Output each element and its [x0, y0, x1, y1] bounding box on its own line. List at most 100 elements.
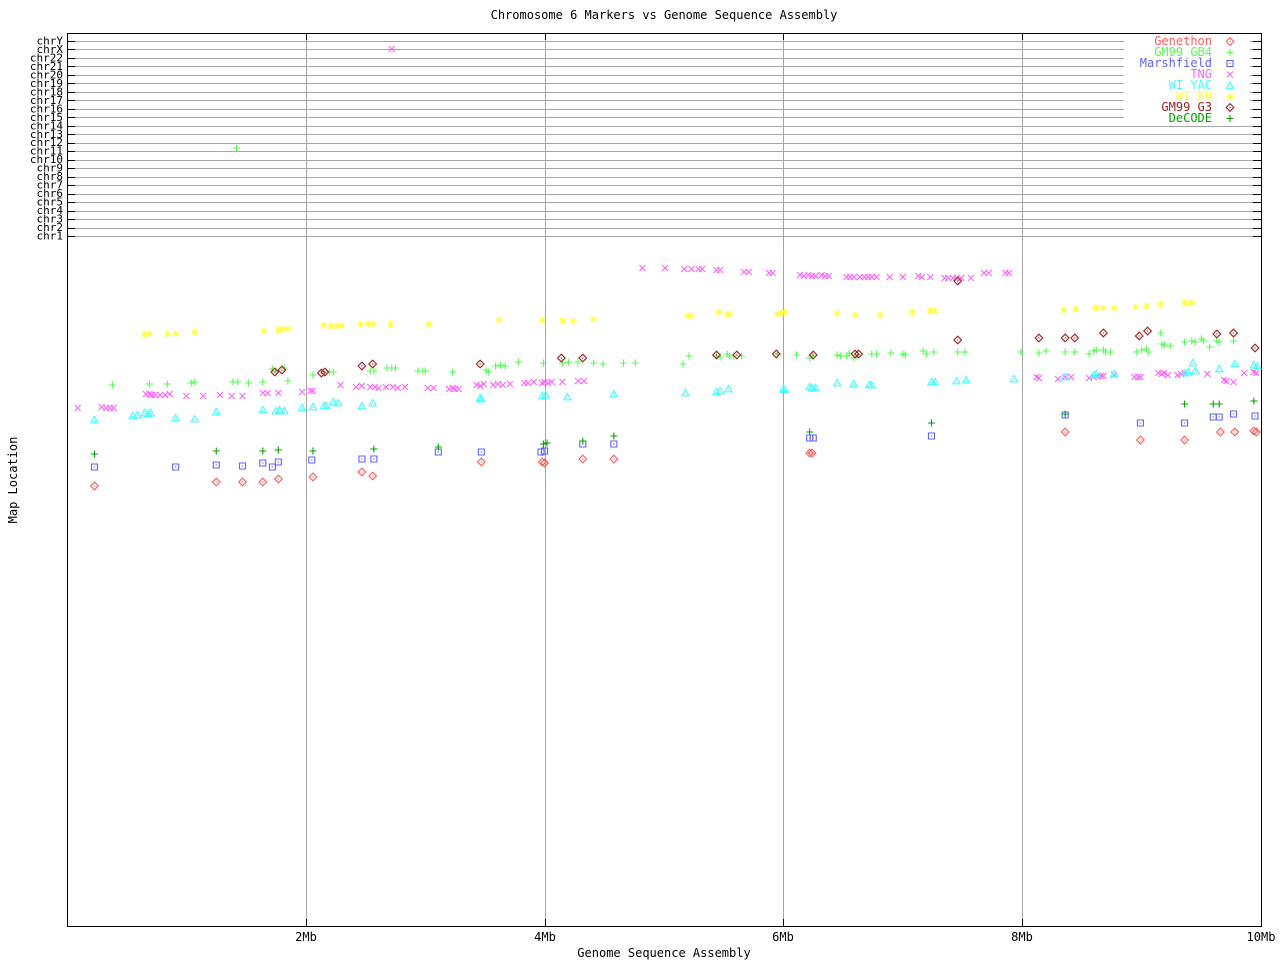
marker-point	[850, 354, 858, 362]
x-axis-title: Genome Sequence Assembly	[577, 946, 751, 960]
marker-point	[1098, 328, 1108, 338]
marker-point	[541, 447, 549, 455]
marker-point	[274, 458, 282, 466]
legend-symbol-genethon-icon	[1212, 36, 1248, 47]
chrom-label-chr16: chr16	[30, 102, 63, 115]
marker-point	[530, 378, 538, 386]
marker-point	[610, 440, 618, 448]
marker-point	[108, 381, 116, 389]
marker-point	[132, 410, 142, 419]
x-tick-label-10mb: 10Mb	[1247, 930, 1276, 944]
series-marshfield	[90, 410, 1259, 471]
chrom-label-chr19: chr19	[30, 77, 63, 90]
marker-point	[1061, 410, 1069, 418]
marker-point	[1215, 413, 1223, 421]
marker-point	[1138, 346, 1146, 354]
marker-point	[873, 273, 880, 281]
chrom-label-chr6: chr6	[37, 187, 64, 200]
marker-point	[1252, 361, 1262, 370]
series-wi-rh	[141, 299, 1196, 338]
marker-point	[926, 273, 934, 281]
marker-point	[1160, 369, 1168, 377]
marker-point	[619, 359, 627, 367]
legend-label: WI RH	[1175, 89, 1212, 103]
marker-point	[234, 378, 242, 386]
marker-point	[308, 472, 318, 482]
marker-point	[499, 381, 507, 389]
marker-point	[806, 428, 814, 436]
marker-point	[887, 349, 895, 357]
marker-point	[237, 477, 248, 487]
marker-point	[357, 361, 367, 371]
marker-point	[1230, 378, 1237, 386]
marker-point	[723, 384, 734, 393]
marker-point	[89, 481, 100, 491]
chrom-label-chr3: chr3	[37, 213, 64, 226]
marker-point	[172, 463, 180, 471]
marker-point	[274, 389, 282, 397]
marker-point	[110, 404, 117, 412]
series-gm99-gb4	[108, 144, 1238, 389]
marker-point	[539, 440, 547, 448]
marker-point	[258, 477, 268, 487]
marker-point	[239, 392, 246, 400]
marker-point	[357, 467, 367, 477]
marker-point	[886, 273, 894, 281]
marker-point	[1092, 346, 1100, 354]
marker-point	[771, 349, 781, 359]
legend-label: WI YAC	[1168, 78, 1212, 92]
plot-border	[67, 33, 1262, 927]
chrom-label-chry: chrY	[37, 35, 64, 48]
marker-point	[1085, 350, 1093, 358]
legend-symbol-wi-rh-icon	[1212, 91, 1248, 102]
marker-point	[850, 273, 858, 281]
marker-point	[274, 446, 282, 454]
marker-point	[1215, 427, 1225, 437]
marker-point	[191, 328, 199, 336]
marker-point	[769, 269, 777, 277]
marker-point	[793, 351, 801, 359]
legend-label: Marshfield	[1139, 56, 1212, 70]
marker-point	[851, 311, 859, 319]
marker-point	[1203, 370, 1211, 378]
chrom-label-chr7: chr7	[37, 179, 64, 192]
marker-point	[259, 459, 267, 467]
legend-item-genethon: Genethon	[1126, 35, 1248, 47]
marker-point	[298, 388, 306, 396]
legend-item-wi-rh: WI RH	[1126, 89, 1248, 103]
marker-point	[985, 269, 993, 277]
marker-point	[1093, 304, 1101, 312]
marker-point	[923, 350, 931, 358]
marker-point	[187, 379, 195, 387]
marker-point	[270, 367, 280, 377]
marker-point	[391, 364, 399, 372]
series-genethon	[89, 426, 1261, 491]
marker-point	[729, 352, 737, 360]
marker-point	[951, 376, 962, 385]
marker-point	[610, 432, 618, 440]
marker-point	[492, 362, 500, 370]
marker-point	[926, 307, 934, 315]
marker-point	[1157, 329, 1165, 337]
marker-point	[382, 383, 390, 391]
marker-point	[1133, 348, 1141, 356]
legend-symbol-wi-yac-icon	[1212, 80, 1248, 91]
marker-point	[1188, 299, 1196, 307]
chromosome-row-lines	[67, 41, 1261, 237]
marker-point	[424, 384, 431, 392]
marker-point	[1071, 348, 1079, 356]
marker-point	[212, 447, 220, 455]
marker-point	[274, 326, 282, 334]
marker-point	[172, 330, 180, 338]
marker-point	[1215, 338, 1223, 346]
marker-point	[496, 361, 504, 369]
marker-point	[1181, 299, 1189, 307]
marker-point	[833, 309, 841, 317]
marker-point	[1188, 337, 1196, 345]
chrom-label-chr2: chr2	[37, 221, 64, 234]
marker-point	[284, 377, 292, 385]
marker-point	[501, 362, 509, 370]
series-decode	[90, 397, 1258, 458]
legend: Genethon GM99 GB4 Marshfield TNG WI YAC WI RH…	[1126, 35, 1248, 124]
